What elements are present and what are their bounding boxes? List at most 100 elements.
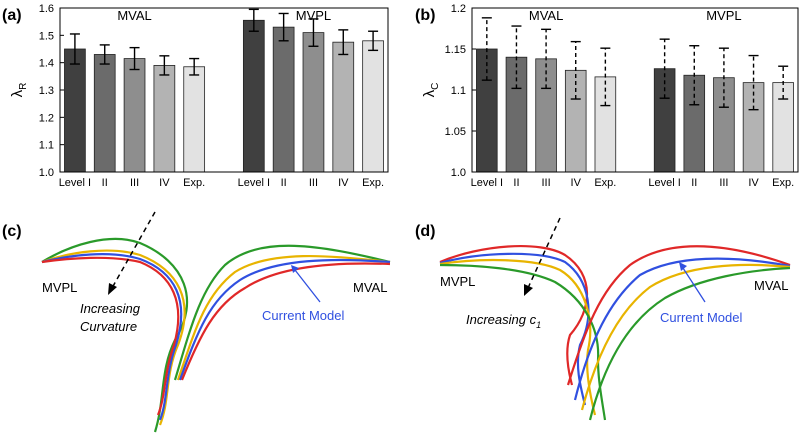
arrowhead bbox=[108, 283, 117, 295]
bar bbox=[183, 66, 206, 173]
y-axis-label: λR bbox=[9, 83, 29, 98]
x-tick-label: III bbox=[309, 177, 318, 189]
panel-label: (d) bbox=[415, 223, 435, 240]
y-tick-label: 1.1 bbox=[451, 85, 466, 97]
y-tick-label: 1.2 bbox=[39, 112, 54, 124]
diagram-d bbox=[439, 217, 791, 421]
x-tick-label: Exp. bbox=[772, 177, 794, 189]
pointer bbox=[294, 269, 321, 303]
arrowhead bbox=[524, 284, 533, 296]
y-label-sub: C bbox=[430, 83, 441, 90]
arrow bbox=[527, 217, 561, 289]
x-tick-label: III bbox=[130, 177, 139, 189]
x-tick-label: Level I bbox=[59, 177, 91, 189]
x-tick-label: IV bbox=[338, 177, 349, 189]
x-tick-label: Exp. bbox=[183, 177, 205, 189]
y-tick-label: 1.5 bbox=[39, 30, 54, 42]
curve bbox=[566, 245, 791, 386]
x-tick-label: III bbox=[542, 177, 551, 189]
x-tick-label: Level I bbox=[471, 177, 503, 189]
plot-frame bbox=[59, 7, 389, 173]
x-tick-label: II bbox=[513, 177, 519, 189]
y-label-main: λ bbox=[9, 89, 26, 97]
curve bbox=[41, 253, 183, 421]
pointer bbox=[682, 267, 706, 303]
y-tick-label: 1.4 bbox=[39, 58, 54, 70]
y-label-main: λ bbox=[421, 89, 438, 97]
bar bbox=[93, 54, 116, 173]
bar bbox=[362, 40, 384, 173]
leaflet-label: MVPL bbox=[440, 274, 475, 289]
bar bbox=[742, 82, 765, 173]
group-label: MVAL bbox=[117, 8, 151, 23]
bar bbox=[64, 48, 86, 173]
bar bbox=[476, 48, 498, 173]
curve bbox=[439, 258, 597, 416]
model-label: Current Model bbox=[660, 310, 742, 325]
leaflet-label: MVAL bbox=[353, 280, 387, 295]
x-tick-label: IV bbox=[748, 177, 759, 189]
x-tick-label: II bbox=[281, 177, 287, 189]
group-label: MVAL bbox=[529, 8, 563, 23]
y-tick-label: 1.2 bbox=[451, 3, 466, 15]
bar bbox=[505, 56, 528, 173]
curve bbox=[41, 256, 180, 416]
curve bbox=[439, 263, 607, 421]
panel-label: (b) bbox=[415, 7, 435, 24]
bar bbox=[564, 69, 587, 173]
curve bbox=[41, 237, 189, 433]
curve bbox=[573, 257, 791, 401]
y-tick-label: 1.0 bbox=[39, 167, 54, 179]
arrow-label-sub: 1 bbox=[536, 320, 541, 330]
x-tick-label: III bbox=[719, 177, 728, 189]
x-tick-label: Level I bbox=[648, 177, 680, 189]
curve bbox=[439, 252, 590, 406]
x-tick-label: II bbox=[691, 177, 697, 189]
panel-label: (a) bbox=[2, 7, 22, 24]
leaflet-label: MVAL bbox=[754, 278, 788, 293]
y-tick-label: 1.6 bbox=[39, 3, 54, 15]
bar bbox=[535, 58, 557, 173]
curve bbox=[588, 266, 791, 421]
leaflet-label: MVPL bbox=[42, 280, 77, 295]
x-tick-label: Level I bbox=[238, 177, 270, 189]
arrowhead bbox=[679, 262, 687, 271]
y-tick-label: 1.3 bbox=[39, 85, 54, 97]
arrow bbox=[111, 211, 156, 289]
bar bbox=[123, 58, 146, 173]
curve bbox=[173, 244, 391, 381]
plot-frame bbox=[471, 7, 799, 173]
bar bbox=[332, 41, 355, 173]
y-tick-label: 1.0 bbox=[451, 167, 466, 179]
curve bbox=[178, 258, 391, 381]
x-tick-label: Exp. bbox=[362, 177, 384, 189]
x-tick-label: II bbox=[102, 177, 108, 189]
arrow-label: Increasing c1 bbox=[466, 312, 541, 330]
y-axis-label: λC bbox=[421, 83, 441, 98]
bar bbox=[302, 32, 325, 173]
y-label-sub: R bbox=[18, 83, 29, 90]
x-tick-label: IV bbox=[159, 177, 170, 189]
bar bbox=[242, 19, 265, 173]
arrow-label: Increasing bbox=[80, 301, 141, 316]
y-tick-label: 1.05 bbox=[445, 126, 466, 138]
curve bbox=[176, 254, 391, 381]
diagram-c bbox=[41, 211, 391, 433]
panel-label: (c) bbox=[2, 223, 22, 240]
x-tick-label: IV bbox=[571, 177, 582, 189]
model-label: Current Model bbox=[262, 308, 344, 323]
curve bbox=[180, 262, 391, 381]
y-tick-label: 1.15 bbox=[445, 44, 466, 56]
group-label: MVPL bbox=[706, 8, 741, 23]
x-tick-label: Exp. bbox=[594, 177, 616, 189]
bar bbox=[153, 65, 176, 173]
arrow-label-main: Increasing c bbox=[466, 312, 537, 327]
arrowhead bbox=[291, 265, 299, 273]
arrow-label: Curvature bbox=[80, 319, 137, 334]
y-tick-label: 1.1 bbox=[39, 140, 54, 152]
curve bbox=[580, 263, 791, 411]
